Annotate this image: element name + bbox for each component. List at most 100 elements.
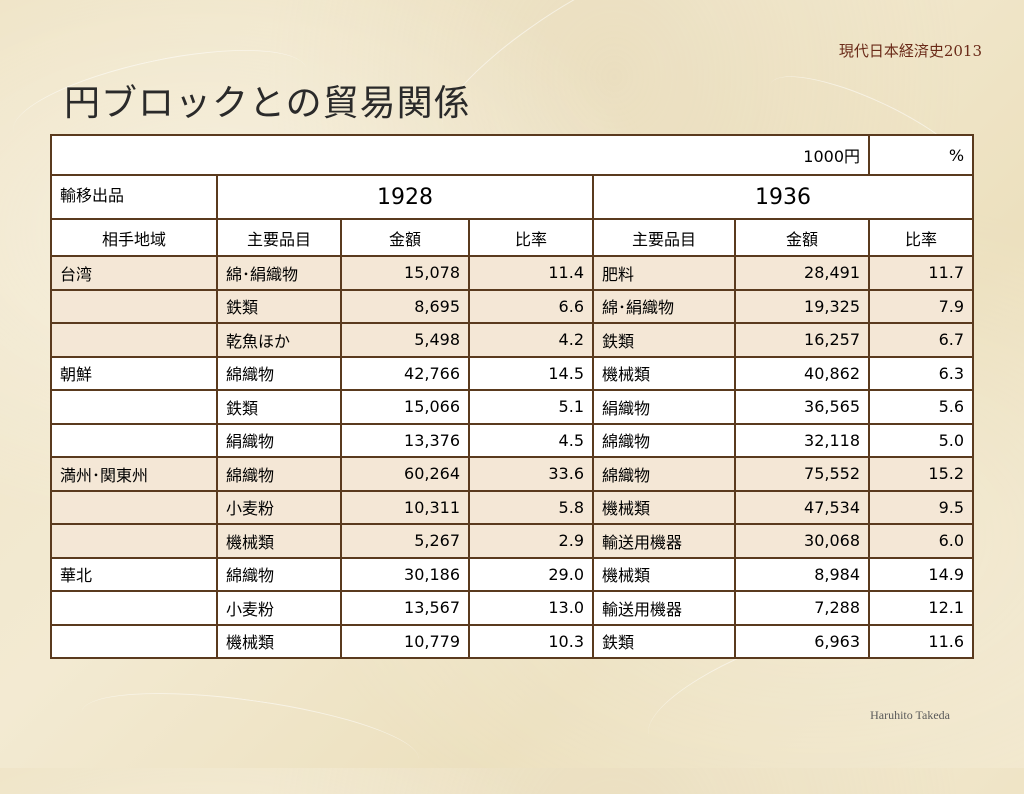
cell-item-1928: 小麦粉: [216, 590, 342, 626]
table-row: 絹織物 13,376 4.5 綿織物 32,118 5.0: [50, 422, 975, 458]
unit-amount-cell: 1000円: [49, 134, 871, 176]
cell-amount-1936: 47,534: [733, 489, 871, 525]
table-row: 鉄類 8,695 6.6 綿･絹織物 19,325 7.9: [50, 288, 975, 324]
cell-region: 満州･関東州: [50, 456, 218, 492]
cell-region: [50, 288, 218, 324]
year-1928: 1928: [216, 174, 594, 220]
cell-item-1936: 絹織物: [592, 389, 736, 425]
cell-ratio-1928: 14.5: [468, 355, 594, 391]
table-row: 鉄類 15,066 5.1 絹織物 36,565 5.6: [50, 389, 975, 425]
cell-item-1936: 綿･絹織物: [592, 288, 736, 324]
cell-amount-1936: 16,257: [733, 322, 871, 358]
cell-ratio-1936: 6.3: [868, 355, 975, 391]
cell-item-1936: 機械類: [592, 489, 736, 525]
cell-region: [50, 322, 218, 358]
cell-region: [50, 389, 218, 425]
cell-item-1928: 鉄類: [216, 389, 342, 425]
cell-ratio-1928: 11.4: [468, 255, 594, 291]
cell-ratio-1928: 2.9: [468, 523, 594, 559]
cell-item-1928: 綿･絹織物: [216, 255, 342, 291]
table-row: 小麦粉 10,311 5.8 機械類 47,534 9.5: [50, 489, 975, 525]
header-region: 相手地域: [50, 218, 218, 257]
header-amount-1928: 金額: [340, 218, 470, 257]
header-ratio-1936: 比率: [868, 218, 975, 257]
cell-amount-1936: 8,984: [733, 556, 871, 592]
cell-amount-1928: 8,695: [340, 288, 470, 324]
cell-ratio-1936: 5.6: [868, 389, 975, 425]
cell-region: [50, 590, 218, 626]
cell-ratio-1936: 15.2: [868, 456, 975, 492]
cell-ratio-1928: 4.5: [468, 422, 594, 458]
table-row: 機械類 10,779 10.3 鉄類 6,963 11.6: [50, 623, 975, 659]
cell-item-1936: 機械類: [592, 556, 736, 592]
cell-ratio-1936: 11.7: [868, 255, 975, 291]
cell-amount-1928: 15,078: [340, 255, 470, 291]
cell-item-1936: 肥料: [592, 255, 736, 291]
trade-table: 1000円 % 輸移出品 1928 1936 相手地域 主要品目 金額 比率 主…: [49, 134, 975, 659]
cell-item-1936: 鉄類: [592, 322, 736, 358]
header-item-1936: 主要品目: [592, 218, 736, 257]
cell-amount-1928: 13,567: [340, 590, 470, 626]
year-1936: 1936: [591, 174, 975, 220]
cell-item-1928: 綿織物: [216, 456, 342, 492]
cell-item-1928: 小麦粉: [216, 489, 342, 525]
unit-ratio-cell: %: [868, 134, 975, 176]
unit-row: 1000円 %: [49, 134, 975, 176]
cell-amount-1936: 7,288: [733, 590, 871, 626]
cell-amount-1936: 19,325: [733, 288, 871, 324]
cell-item-1936: 輸送用機器: [592, 523, 736, 559]
cell-ratio-1928: 6.6: [468, 288, 594, 324]
cell-ratio-1936: 12.1: [868, 590, 975, 626]
cell-region: [50, 489, 218, 525]
cell-item-1936: 綿織物: [592, 422, 736, 458]
corner-label: 輸移出品: [50, 174, 218, 220]
cell-amount-1936: 30,068: [733, 523, 871, 559]
cell-amount-1928: 10,779: [340, 623, 470, 659]
cell-amount-1928: 5,267: [340, 523, 470, 559]
cell-item-1928: 絹織物: [216, 422, 342, 458]
cell-ratio-1936: 6.0: [868, 523, 975, 559]
cell-ratio-1928: 5.1: [468, 389, 594, 425]
cell-item-1928: 綿織物: [216, 355, 342, 391]
table-row: 乾魚ほか 5,498 4.2 鉄類 16,257 6.7: [50, 322, 975, 358]
cell-amount-1928: 10,311: [340, 489, 470, 525]
cell-amount-1936: 40,862: [733, 355, 871, 391]
paper-fiber: [76, 676, 424, 794]
cell-amount-1928: 5,498: [340, 322, 470, 358]
cell-amount-1928: 30,186: [340, 556, 470, 592]
cell-item-1928: 機械類: [216, 623, 342, 659]
cell-ratio-1928: 29.0: [468, 556, 594, 592]
cell-amount-1936: 6,963: [733, 623, 871, 659]
cell-amount-1936: 36,565: [733, 389, 871, 425]
table-row: 機械類 5,267 2.9 輸送用機器 30,068 6.0: [50, 523, 975, 559]
cell-ratio-1928: 10.3: [468, 623, 594, 659]
cell-amount-1928: 15,066: [340, 389, 470, 425]
header-item-1928: 主要品目: [216, 218, 342, 257]
cell-ratio-1928: 13.0: [468, 590, 594, 626]
cell-region: 朝鮮: [50, 355, 218, 391]
cell-ratio-1928: 5.8: [468, 489, 594, 525]
table-row: 朝鮮 綿織物 42,766 14.5 機械類 40,862 6.3: [50, 355, 975, 391]
table-row: 小麦粉 13,567 13.0 輸送用機器 7,288 12.1: [50, 590, 975, 626]
cell-item-1928: 乾魚ほか: [216, 322, 342, 358]
cell-ratio-1928: 33.6: [468, 456, 594, 492]
cell-amount-1936: 32,118: [733, 422, 871, 458]
cell-region: [50, 523, 218, 559]
cell-ratio-1936: 6.7: [868, 322, 975, 358]
cell-ratio-1936: 7.9: [868, 288, 975, 324]
header-ratio-1928: 比率: [468, 218, 594, 257]
header-amount-1936: 金額: [733, 218, 871, 257]
cell-region: 華北: [50, 556, 218, 592]
cell-amount-1928: 42,766: [340, 355, 470, 391]
cell-ratio-1936: 5.0: [868, 422, 975, 458]
table-row: 華北 綿織物 30,186 29.0 機械類 8,984 14.9: [50, 556, 975, 592]
cell-item-1936: 機械類: [592, 355, 736, 391]
cell-amount-1936: 75,552: [733, 456, 871, 492]
slide-title: 円ブロックとの貿易関係: [64, 83, 471, 124]
cell-amount-1928: 60,264: [340, 456, 470, 492]
cell-item-1928: 機械類: [216, 523, 342, 559]
cell-region: [50, 623, 218, 659]
table-row: 台湾 綿･絹織物 15,078 11.4 肥料 28,491 11.7: [50, 255, 975, 291]
cell-item-1936: 綿織物: [592, 456, 736, 492]
cell-item-1936: 鉄類: [592, 623, 736, 659]
